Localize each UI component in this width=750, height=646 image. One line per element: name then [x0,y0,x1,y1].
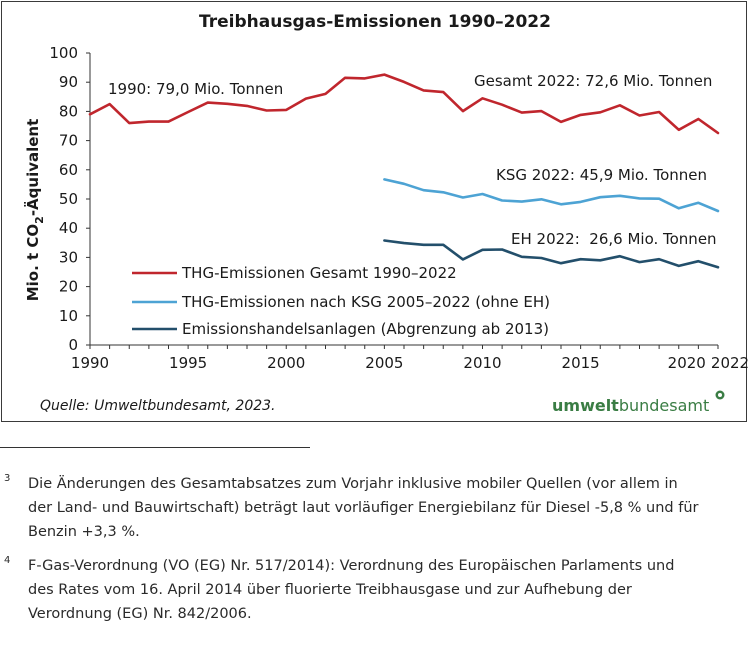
series-line-2 [383,239,720,269]
x-tick-label: 2020 [668,354,706,372]
footnote-line: Benzin +3,3 %. [28,524,140,540]
legend: THG-Emissionen Gesamt 1990–2022 THG-Emiss… [132,264,550,338]
uba-logo: umweltbundesamt [552,390,725,415]
y-ticks: 0 10 20 30 40 50 60 70 80 90 100 [49,44,90,354]
annotation-eh-2022: EH 2022: 26,6 Mio. Tonnen [511,230,717,248]
y-tick-label: 80 [59,102,78,120]
chart-frame: Treibhausgas-Emissionen 1990–2022 Mio. t… [1,1,748,422]
annotation-1990: 1990: 79,0 Mio. Tonnen [108,80,283,98]
x-tick-label: 2022 [711,354,748,372]
x-tick-label: 1995 [169,354,207,372]
y-tick-label: 30 [59,248,78,266]
footnote-line: Die Änderungen des Gesamtabsatzes zum Vo… [28,476,678,492]
footnote-3: 3 Die Änderungen des Gesamtabsatzes zum … [4,472,744,544]
x-tick-label: 2000 [267,354,305,372]
footnote-4: 4 F-Gas-Verordnung (VO (EG) Nr. 517/2014… [4,554,744,626]
legend-label: THG-Emissionen nach KSG 2005–2022 (ohne … [181,293,550,311]
source-note: Quelle: Umweltbundesamt, 2023. [40,398,276,414]
footnote-line: der Land- und Bauwirtschaft) beträgt lau… [28,500,699,516]
x-ticks: 1990 1995 2000 2005 2010 2015 2020 2022 [71,345,748,372]
y-tick-label: 70 [59,132,78,150]
x-tick-label: 2010 [463,354,501,372]
y-tick-label: 40 [59,219,78,237]
x-tick-label: 1990 [71,354,109,372]
x-tick-label: 2005 [365,354,403,372]
logo-mark-inner-icon [718,393,722,397]
emissions-chart: Treibhausgas-Emissionen 1990–2022 Mio. t… [23,12,748,415]
y-axis-label-sub: 2 [33,216,46,224]
y-tick-label: 10 [59,307,78,325]
footnote-line: F-Gas-Verordnung (VO (EG) Nr. 517/2014):… [28,558,675,574]
series-line-0 [88,73,720,135]
y-axis-label-main: Mio. t CO [24,224,42,301]
logo-text: umweltbundesamt [552,396,709,415]
legend-label: Emissionshandelsanlagen (Abgrenzung ab 2… [182,320,549,338]
logo-bold: umwelt [552,396,619,415]
x-tick-label: 2015 [562,354,600,372]
y-tick-label: 0 [68,336,78,354]
annotation-ksg-2022: KSG 2022: 45,9 Mio. Tonnen [496,166,707,184]
y-tick-label: 90 [59,73,78,91]
y-tick-label: 20 [59,278,78,296]
logo-regular: bundesamt [619,396,709,415]
footnote-number: 4 [4,555,11,566]
footnote-number: 3 [4,473,11,484]
footnote-line: Verordnung (EG) Nr. 842/2006. [28,606,252,622]
y-axis-label: Mio. t CO2-Äquivalent [23,119,46,302]
y-axis-label-rest: -Äquivalent [23,119,42,216]
y-tick-label: 100 [49,44,78,62]
footnote-divider [0,447,310,448]
chart-title: Treibhausgas-Emissionen 1990–2022 [199,12,551,32]
legend-label: THG-Emissionen Gesamt 1990–2022 [181,264,457,282]
series-lines [88,73,720,269]
series-line-1 [383,178,720,213]
footnote-line: des Rates vom 16. April 2014 über fluori… [28,582,632,598]
annotation-total-2022: Gesamt 2022: 72,6 Mio. Tonnen [474,72,712,90]
y-tick-label: 50 [59,190,78,208]
y-tick-label: 60 [59,161,78,179]
